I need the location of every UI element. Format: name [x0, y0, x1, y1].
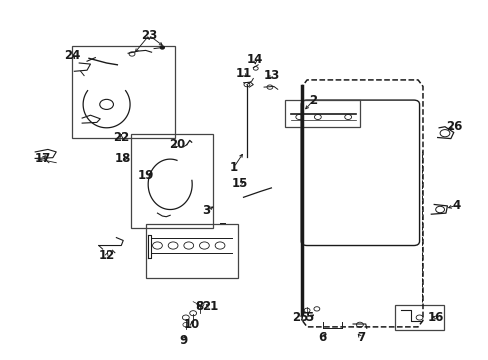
Text: 4: 4 — [452, 199, 460, 212]
Bar — [145, 224, 237, 278]
Text: 19: 19 — [137, 169, 154, 182]
Bar — [72, 46, 175, 138]
Text: 26: 26 — [446, 120, 462, 132]
Text: 23: 23 — [141, 29, 157, 42]
Text: 8: 8 — [195, 300, 203, 313]
Text: 24: 24 — [64, 49, 81, 62]
Text: 5: 5 — [305, 311, 312, 324]
Text: 11: 11 — [235, 67, 251, 80]
Text: 17: 17 — [35, 152, 51, 165]
Circle shape — [160, 46, 164, 49]
Text: 6: 6 — [318, 331, 326, 344]
Text: 25: 25 — [292, 311, 308, 324]
Text: 15: 15 — [231, 177, 247, 190]
Text: 18: 18 — [115, 152, 131, 165]
Text: 12: 12 — [98, 249, 115, 262]
Text: 16: 16 — [427, 311, 444, 324]
Text: 14: 14 — [246, 53, 263, 66]
Text: 7: 7 — [356, 331, 364, 344]
Text: 13: 13 — [263, 69, 279, 82]
Text: 10: 10 — [183, 318, 200, 331]
Text: 21: 21 — [202, 300, 218, 313]
Bar — [394, 305, 443, 330]
Text: 20: 20 — [168, 138, 185, 151]
Bar — [131, 134, 213, 228]
Text: 3: 3 — [202, 204, 210, 217]
Text: 22: 22 — [113, 131, 129, 144]
Bar — [284, 100, 360, 127]
Text: 2: 2 — [308, 94, 316, 107]
Text: 1: 1 — [229, 161, 237, 174]
Text: 9: 9 — [179, 334, 187, 347]
